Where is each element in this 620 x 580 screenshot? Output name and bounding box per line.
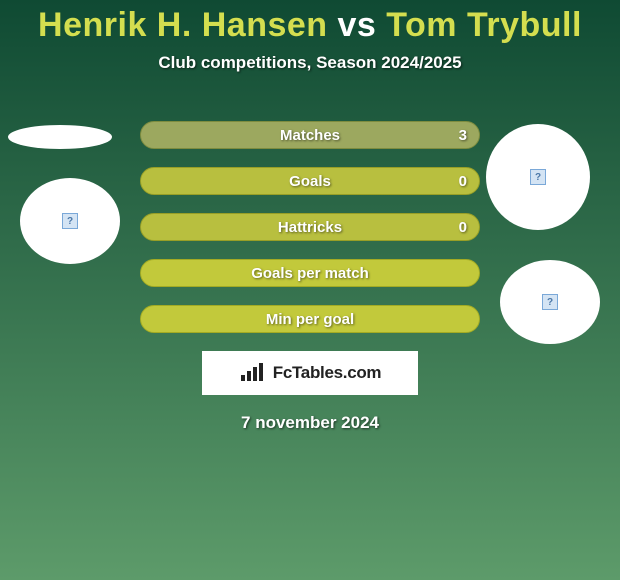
stats-list: Matches 3 Goals 0 Hattricks 0 Goals per … bbox=[140, 121, 480, 333]
title-vs: vs bbox=[338, 6, 377, 44]
stat-row-matches: Matches 3 bbox=[140, 121, 480, 149]
stat-value: 3 bbox=[459, 127, 467, 144]
placeholder-icon: ? bbox=[530, 169, 546, 185]
stat-label: Goals bbox=[289, 173, 331, 190]
title-player2: Tom Trybull bbox=[386, 6, 582, 44]
placeholder-icon: ? bbox=[542, 294, 558, 310]
placeholder-icon: ? bbox=[62, 213, 78, 229]
content-root: Henrik H. Hansen vs Tom Trybull Club com… bbox=[0, 0, 620, 580]
decorative-ellipse-top-left bbox=[8, 125, 112, 149]
stat-row-goals-per-match: Goals per match bbox=[140, 259, 480, 287]
player1-avatar-placeholder: ? bbox=[20, 178, 120, 264]
stat-label: Hattricks bbox=[278, 219, 342, 236]
source-badge: FcTables.com bbox=[202, 351, 418, 395]
page-title: Henrik H. Hansen vs Tom Trybull bbox=[0, 0, 620, 45]
date-label: 7 november 2024 bbox=[0, 413, 620, 433]
bars-icon bbox=[239, 363, 267, 383]
stat-value: 0 bbox=[459, 219, 467, 236]
subtitle: Club competitions, Season 2024/2025 bbox=[0, 53, 620, 73]
stat-label: Goals per match bbox=[251, 265, 369, 282]
player2-avatar-placeholder: ? bbox=[486, 124, 590, 230]
stat-label: Min per goal bbox=[266, 311, 354, 328]
stat-row-min-per-goal: Min per goal bbox=[140, 305, 480, 333]
stat-row-goals: Goals 0 bbox=[140, 167, 480, 195]
decorative-circle-bottom-right: ? bbox=[500, 260, 600, 344]
title-player1: Henrik H. Hansen bbox=[38, 6, 328, 44]
stat-label: Matches bbox=[280, 127, 340, 144]
stat-row-hattricks: Hattricks 0 bbox=[140, 213, 480, 241]
badge-text: FcTables.com bbox=[273, 363, 382, 383]
stat-value: 0 bbox=[459, 173, 467, 190]
